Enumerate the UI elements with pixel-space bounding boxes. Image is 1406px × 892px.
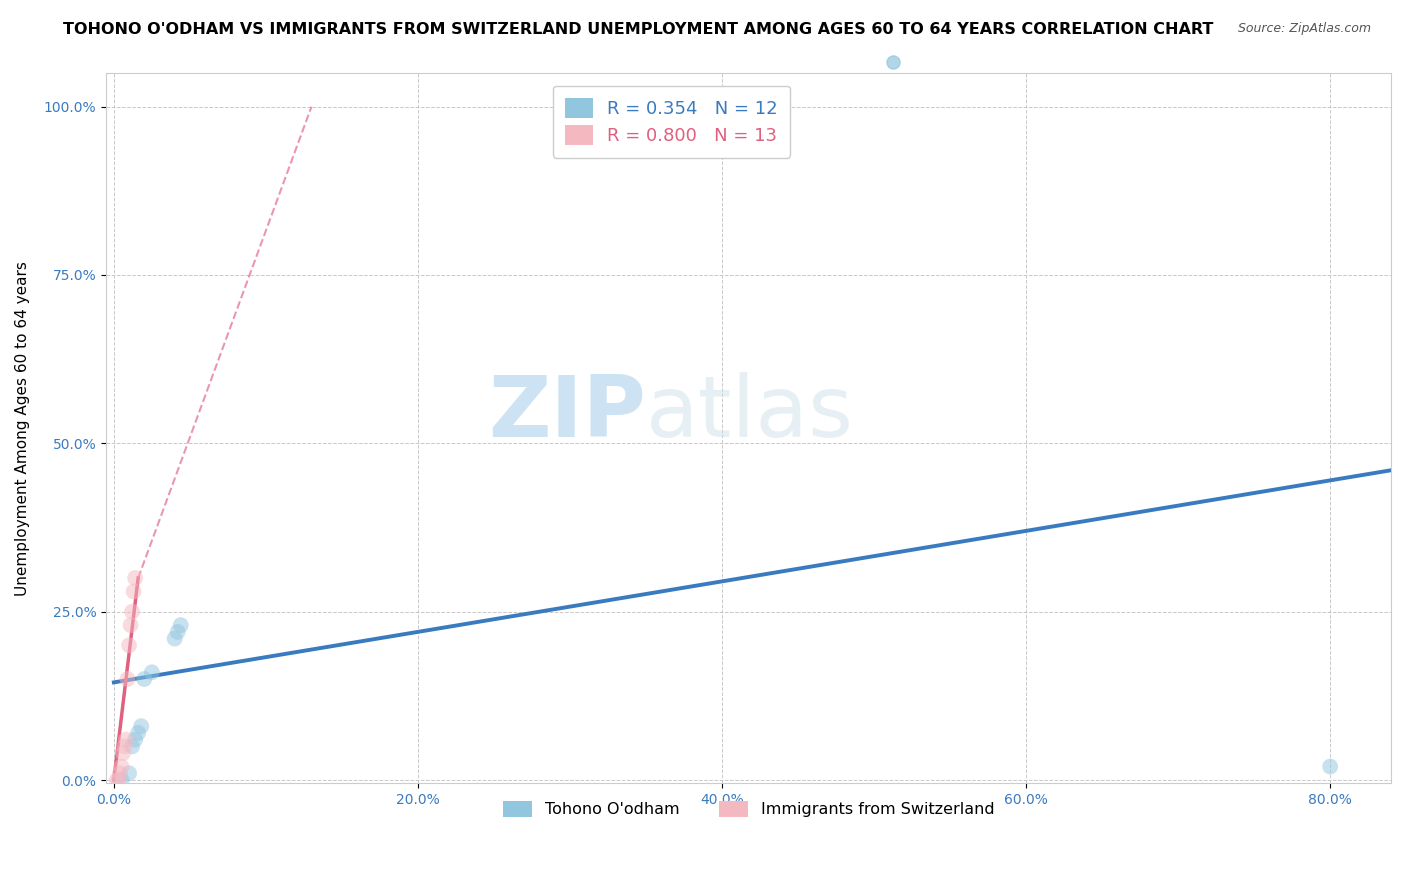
Point bbox=[118, 766, 141, 780]
Text: ZIP: ZIP bbox=[488, 373, 645, 456]
Point bbox=[117, 672, 139, 686]
Point bbox=[166, 624, 188, 639]
Point bbox=[111, 746, 134, 760]
Point bbox=[141, 665, 163, 680]
Point bbox=[170, 618, 193, 632]
Point bbox=[115, 732, 138, 747]
Legend: Tohono O'odham, Immigrants from Switzerland: Tohono O'odham, Immigrants from Switzerl… bbox=[495, 793, 1002, 825]
Point bbox=[105, 772, 128, 787]
Point bbox=[121, 739, 143, 754]
Point bbox=[124, 732, 146, 747]
Y-axis label: Unemployment Among Ages 60 to 64 years: Unemployment Among Ages 60 to 64 years bbox=[15, 260, 30, 596]
Text: TOHONO O'ODHAM VS IMMIGRANTS FROM SWITZERLAND UNEMPLOYMENT AMONG AGES 60 TO 64 Y: TOHONO O'ODHAM VS IMMIGRANTS FROM SWITZE… bbox=[63, 22, 1213, 37]
Point bbox=[134, 672, 156, 686]
Point bbox=[882, 55, 904, 70]
Point bbox=[107, 772, 129, 787]
Point bbox=[122, 584, 145, 599]
Point bbox=[118, 638, 141, 652]
Point bbox=[110, 759, 132, 773]
Point bbox=[121, 605, 143, 619]
Point bbox=[110, 772, 132, 787]
Point bbox=[114, 739, 136, 754]
Point bbox=[120, 618, 142, 632]
Point bbox=[1319, 759, 1341, 773]
Point bbox=[127, 726, 149, 740]
Point bbox=[108, 766, 131, 780]
Text: Source: ZipAtlas.com: Source: ZipAtlas.com bbox=[1237, 22, 1371, 36]
Text: atlas: atlas bbox=[645, 373, 853, 456]
Point bbox=[129, 719, 152, 733]
Point bbox=[124, 571, 146, 585]
Point bbox=[163, 632, 186, 646]
